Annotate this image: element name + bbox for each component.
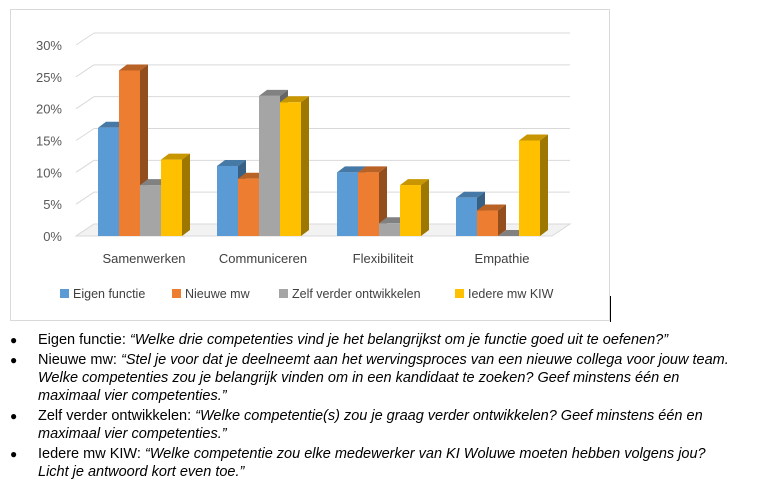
legend-swatch xyxy=(60,289,69,298)
bar xyxy=(400,185,421,236)
note-label: Iedere mw KIW: xyxy=(38,446,141,462)
legend-label: Eigen functie xyxy=(73,287,145,301)
gridline-depth xyxy=(75,96,95,110)
y-tick-label: 30% xyxy=(36,38,62,53)
note-label: Zelf verder ontwikkelen: xyxy=(38,408,192,424)
bar-side xyxy=(498,204,506,236)
note-label: Nieuwe mw: xyxy=(38,352,117,368)
note-label: Eigen functie: xyxy=(38,332,126,348)
bar xyxy=(379,223,400,236)
note-question: “Welke drie competenties vind je het bel… xyxy=(129,332,669,348)
note-question: “Welke competentie(s) zou je graag verde… xyxy=(38,408,703,442)
note-nieuwe-mw: ● Nieuwe mw: “Stel je voor dat je deelne… xyxy=(0,351,738,405)
gridline-depth xyxy=(75,32,95,46)
frame-edge-line xyxy=(610,296,611,322)
question-notes: ● Eigen functie: “Welke drie competentie… xyxy=(0,331,761,483)
bar xyxy=(456,197,477,236)
legend-label: Iedere mw KIW xyxy=(468,287,554,301)
bullet-icon: ● xyxy=(10,353,18,367)
bar xyxy=(98,127,119,236)
bar xyxy=(238,178,259,236)
bar xyxy=(337,172,358,236)
bullet-icon: ● xyxy=(10,333,18,347)
bar-top xyxy=(519,134,548,141)
bar xyxy=(477,210,498,236)
note-zelf-verder-ontwikkelen: ● Zelf verder ontwikkelen: “Welke compet… xyxy=(0,407,738,443)
bar-side xyxy=(379,166,387,236)
bar xyxy=(519,140,540,236)
bar-chart: 0% 5% 10% 15% 20% 25% 30% Samenwerken Communicer… xyxy=(36,32,572,301)
bar-top xyxy=(161,153,190,160)
legend-swatch xyxy=(172,289,181,298)
gridline-depth xyxy=(75,128,95,141)
bar-top xyxy=(400,179,429,186)
bar-top xyxy=(280,96,309,103)
bar-side xyxy=(540,134,548,236)
bar xyxy=(161,159,182,236)
note-eigen-functie: ● Eigen functie: “Welke drie competentie… xyxy=(0,331,738,349)
y-tick-label: 5% xyxy=(43,197,62,212)
note-iedere-mw-kiw: ● Iedere mw KIW: “Welke competentie zou … xyxy=(0,445,738,481)
bar-top xyxy=(358,166,387,173)
bar-top xyxy=(477,204,506,211)
y-tick-label: 10% xyxy=(36,165,62,180)
bar-side xyxy=(301,96,309,236)
legend-label: Nieuwe mw xyxy=(185,287,251,301)
legend-label: Zelf verder ontwikkelen xyxy=(292,287,421,301)
x-category-label: Communiceren xyxy=(219,251,307,266)
legend-swatch xyxy=(279,289,288,298)
bullet-icon: ● xyxy=(10,447,18,461)
bar xyxy=(259,95,280,236)
bar-top xyxy=(456,191,485,198)
bar-top xyxy=(337,166,366,173)
bar-side xyxy=(421,179,429,236)
gridline-depth xyxy=(75,64,95,78)
bar xyxy=(358,172,379,236)
x-category-label: Flexibiliteit xyxy=(353,251,414,266)
bullet-icon: ● xyxy=(10,409,18,423)
x-category-label: Samenwerken xyxy=(102,251,185,266)
bar-top xyxy=(217,159,246,166)
note-question: “Welke competentie zou elke medewerker v… xyxy=(38,446,706,480)
bar xyxy=(119,70,140,236)
bar xyxy=(217,165,238,236)
y-tick-label: 25% xyxy=(36,70,62,85)
note-question: “Stel je voor dat je deelneemt aan het w… xyxy=(38,352,729,404)
bar-top xyxy=(119,64,148,71)
y-tick-label: 0% xyxy=(43,229,62,244)
bar-top xyxy=(259,89,288,96)
gridline-depth xyxy=(75,191,95,205)
x-category-label: Empathie xyxy=(475,251,530,266)
legend-swatch xyxy=(455,289,464,298)
y-tick-label: 15% xyxy=(36,134,62,149)
y-tick-label: 20% xyxy=(36,102,62,117)
bar xyxy=(280,102,301,236)
bar xyxy=(140,185,161,236)
bar-side xyxy=(182,153,190,236)
gridline-depth xyxy=(75,159,95,173)
